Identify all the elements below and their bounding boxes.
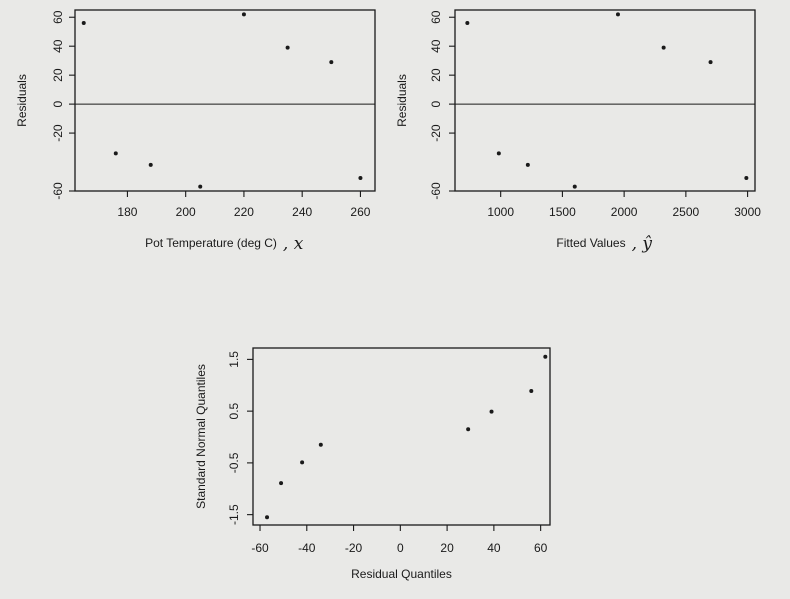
y-tick-label: 20 [51, 68, 65, 82]
data-point [279, 481, 284, 486]
chart-panel-3: -60 -40 -20 0 20 40 60 -1.5 -0.5 0.5 1.5 Residual Q… [194, 347, 551, 581]
data-point [543, 354, 548, 359]
x-tick-label: -40 [298, 541, 316, 555]
y-tick-label: 0 [51, 100, 65, 107]
y-tick-label: -0.5 [227, 452, 241, 473]
y-tick-label: -60 [429, 182, 443, 200]
y-axis-label: Standard Normal Quantiles [194, 364, 208, 509]
y-tick-label: 20 [429, 68, 443, 82]
y-tick-label: -60 [51, 182, 65, 200]
handwritten-annotation: , x [283, 234, 304, 254]
x-tick-label: 260 [350, 205, 370, 219]
data-point [329, 60, 334, 65]
data-point [708, 60, 713, 65]
data-point [81, 21, 86, 26]
x-tick-label: 20 [440, 541, 454, 555]
data-point [466, 427, 471, 432]
x-tick-label: 200 [176, 205, 196, 219]
x-axis-label: Residual Quantiles [351, 567, 452, 581]
data-point [465, 21, 470, 26]
x-tick-label: -60 [251, 541, 269, 555]
y-tick-label: 0 [429, 100, 443, 107]
y-tick-label: -20 [51, 124, 65, 142]
data-point [661, 45, 666, 50]
y-axis-label: Residuals [15, 74, 29, 127]
chart-panel-2: 1000 1500 2000 2500 3000 -60 -20 0 20 40 60 Fitted … [395, 9, 761, 254]
x-tick-label: -20 [345, 541, 363, 555]
x-tick-label: 180 [117, 205, 137, 219]
data-point [148, 162, 153, 167]
y-tick-label: -1.5 [227, 504, 241, 525]
x-tick-label: 0 [397, 541, 404, 555]
y-tick-label: 0.5 [227, 402, 241, 419]
x-tick-label: 240 [292, 205, 312, 219]
y-tick-label: 60 [429, 10, 443, 24]
data-point [113, 151, 118, 156]
x-tick-label: 40 [487, 541, 501, 555]
data-point [744, 175, 749, 180]
chart-panel-1: 180 200 220 240 260 -60 -20 0 20 40 60 Pot Temperat… [15, 9, 376, 254]
data-point [529, 388, 534, 393]
y-tick-label: 40 [429, 39, 443, 53]
data-point [572, 184, 577, 189]
x-tick-label: 2500 [673, 205, 700, 219]
data-point [489, 409, 494, 414]
data-point [300, 460, 305, 465]
x-tick-label: 1000 [487, 205, 514, 219]
x-tick-label: 2000 [611, 205, 638, 219]
handwritten-annotation: , ŷ [632, 234, 653, 254]
data-point [198, 184, 203, 189]
x-tick-label: 220 [234, 205, 254, 219]
plot-frame [454, 9, 756, 192]
y-tick-label: 1.5 [227, 351, 241, 368]
data-point [496, 151, 501, 156]
data-point [615, 12, 620, 17]
plot-frame [74, 9, 376, 192]
data-point [265, 515, 270, 520]
data-point [318, 442, 323, 447]
x-axis-label: Fitted Values [556, 236, 625, 250]
data-point [358, 175, 363, 180]
y-tick-label: -20 [429, 124, 443, 142]
x-tick-label: 1500 [549, 205, 576, 219]
y-axis-label: Residuals [395, 74, 409, 127]
plot-frame [252, 347, 551, 526]
x-tick-label: 60 [534, 541, 548, 555]
data-point [285, 45, 290, 50]
x-tick-label: 3000 [734, 205, 761, 219]
data-point [241, 12, 246, 17]
x-axis-label: Pot Temperature (deg C) [145, 236, 277, 250]
y-tick-label: 40 [51, 39, 65, 53]
data-point [525, 162, 530, 167]
y-tick-label: 60 [51, 10, 65, 24]
